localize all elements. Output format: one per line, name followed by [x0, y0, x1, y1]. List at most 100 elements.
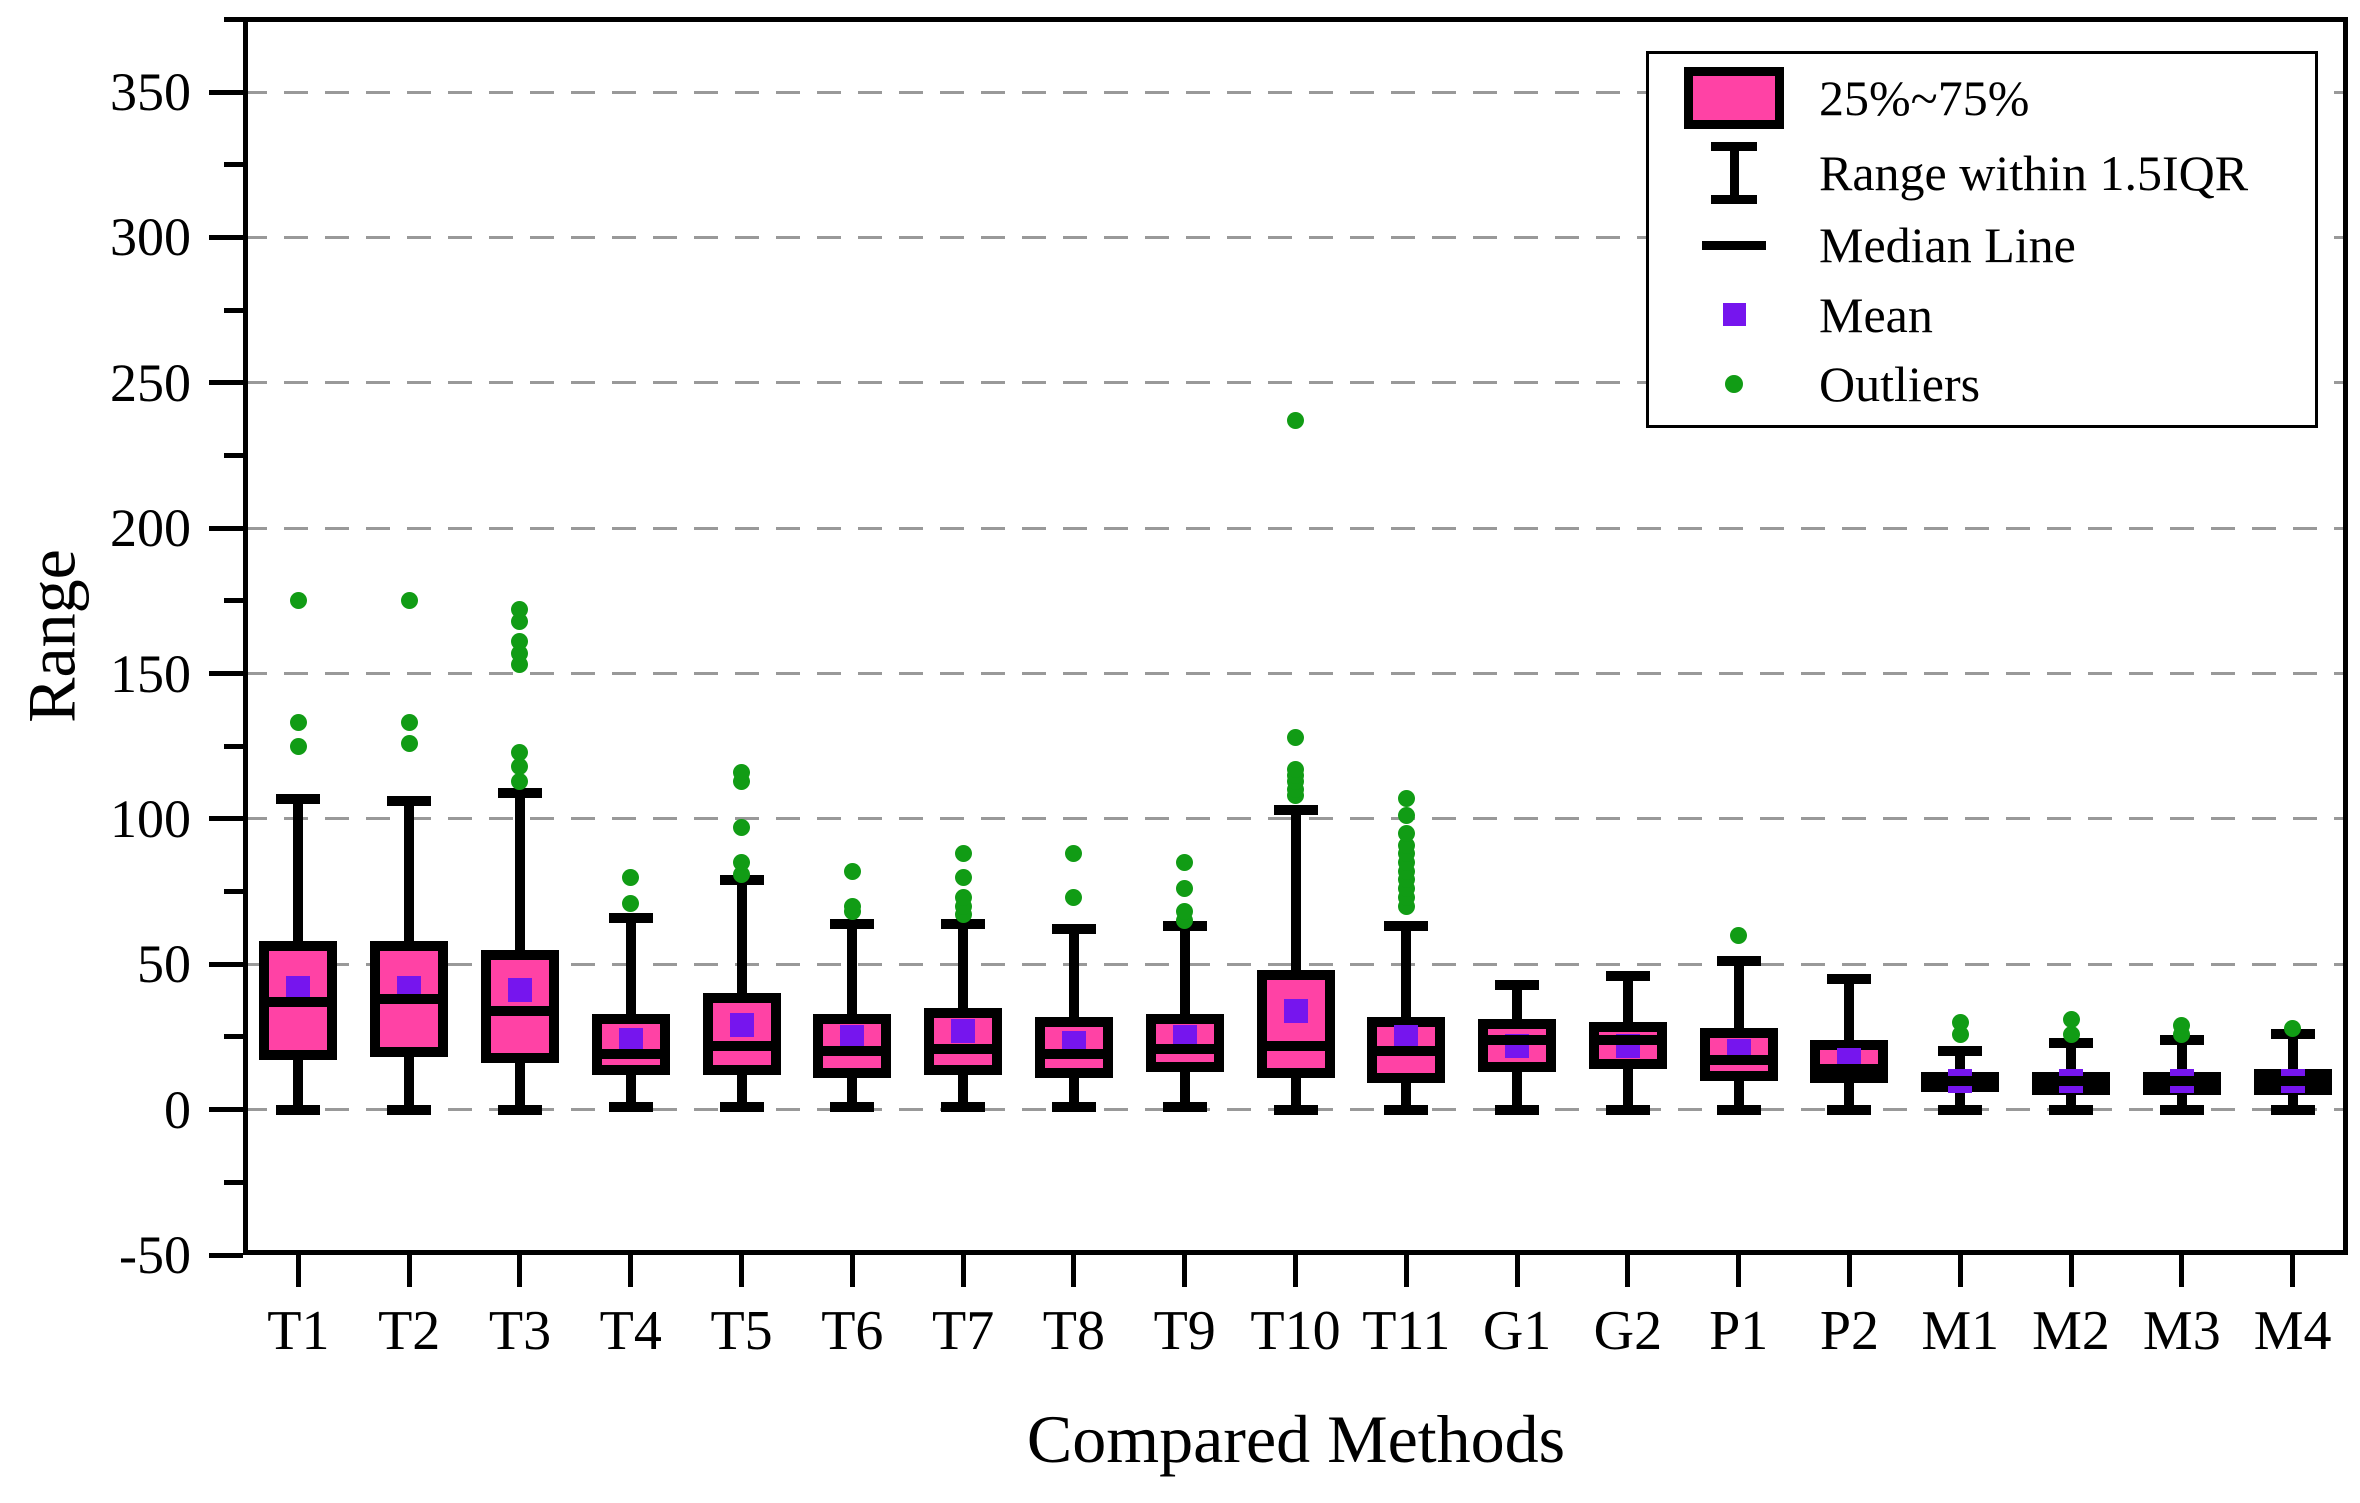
box-whisker-cap-top	[387, 796, 432, 807]
x-tick-label: T9	[1153, 1300, 1216, 1362]
mean-marker	[729, 1013, 754, 1038]
x-axis-title: Compared Methods	[1026, 1401, 1566, 1477]
outlier-point	[1397, 824, 1415, 842]
box-iqr	[1810, 1039, 1889, 1084]
y-minor-tick	[224, 452, 243, 458]
y-tick	[209, 89, 243, 95]
box-whisker-cap-bottom	[1162, 1101, 1207, 1112]
x-tick	[849, 1255, 855, 1287]
y-minor-tick	[224, 1034, 243, 1040]
x-tick-label: T10	[1250, 1300, 1341, 1362]
x-tick-label: M3	[2142, 1300, 2221, 1362]
legend: 25%~75% Range within 1.5IQR Median Line …	[1646, 51, 2318, 428]
box-whisker-cap-bottom	[1495, 1104, 1540, 1115]
y-tick-label: 300	[110, 207, 191, 268]
outlier-point	[1287, 728, 1304, 746]
y-tick-label: 150	[110, 643, 191, 704]
x-tick	[1957, 1255, 1963, 1287]
x-tick	[628, 1255, 634, 1287]
median-line-icon	[1649, 240, 1819, 250]
outlier-point	[289, 714, 307, 732]
outlier-point	[622, 868, 640, 886]
y-tick	[209, 1252, 243, 1258]
x-tick	[2179, 1255, 2185, 1287]
x-tick-label: T2	[378, 1300, 441, 1362]
box-whisker-cap-top	[2049, 1037, 2094, 1048]
box-whisker-line	[625, 917, 636, 1107]
median-line	[702, 1040, 781, 1051]
outlier-point	[400, 734, 418, 752]
box-whisker-cap-top	[1938, 1046, 1983, 1057]
x-tick-label: T8	[1042, 1300, 1106, 1362]
outlier-point	[733, 853, 751, 871]
box-iqr	[1145, 1013, 1224, 1072]
x-tick	[1736, 1255, 1742, 1287]
box-whisker-cap-top	[1605, 970, 1650, 981]
legend-row-mean: Mean	[1649, 287, 2315, 343]
outlier-point	[511, 758, 529, 776]
x-tick	[960, 1255, 966, 1287]
median-line	[591, 1049, 670, 1060]
x-tick-label: P2	[1819, 1300, 1880, 1362]
outlier-point	[1287, 760, 1304, 778]
box-whisker-cap-bottom	[1051, 1101, 1096, 1112]
y-tick-label: 350	[110, 62, 191, 122]
outlier-point	[1287, 412, 1304, 430]
y-minor-tick	[224, 743, 243, 749]
x-tick	[1293, 1255, 1298, 1287]
y-tick	[209, 816, 243, 822]
y-grid-line	[243, 90, 2348, 94]
median-line	[924, 1043, 1003, 1054]
box-whisker-cap-bottom	[1273, 1104, 1318, 1115]
outlier-point	[1397, 807, 1415, 825]
outlier-point	[289, 592, 307, 610]
y-grid-line	[243, 235, 2348, 239]
median-line	[1588, 1034, 1667, 1045]
x-tick-label: G2	[1593, 1300, 1663, 1362]
median-line	[1810, 1063, 1889, 1074]
y-tick	[209, 671, 243, 676]
x-tick	[406, 1255, 412, 1287]
outlier-point	[511, 743, 529, 761]
box-iqr	[1034, 1016, 1113, 1078]
mean-marker	[951, 1019, 976, 1044]
box-whisker-cap-bottom	[2159, 1104, 2204, 1115]
outlier-point	[2173, 1016, 2191, 1034]
x-tick-label: M1	[1921, 1300, 2000, 1362]
outlier-point	[1065, 845, 1083, 863]
box-whisker-cap-bottom	[941, 1101, 986, 1112]
box-whisker-cap-top	[608, 912, 653, 923]
legend-label-outliers: Outliers	[1819, 355, 1981, 412]
box-whisker-cap-bottom	[1938, 1104, 1983, 1115]
x-tick-label: T5	[710, 1300, 773, 1362]
box-whisker-cap-bottom	[1827, 1104, 1872, 1115]
median-line	[2253, 1075, 2332, 1086]
box-whisker-cap-top	[1495, 979, 1540, 990]
outlier-point	[1730, 926, 1748, 944]
y-tick-label: 50	[137, 934, 191, 995]
outlier-point	[400, 714, 418, 732]
x-tick-label: T4	[599, 1300, 662, 1362]
box-whisker-cap-top	[830, 918, 875, 929]
box-whisker-cap-top	[941, 918, 986, 929]
outlier-point	[954, 845, 972, 863]
legend-row-iqr: 25%~75%	[1649, 67, 2315, 130]
box-whisker-cap-bottom	[1716, 1104, 1761, 1115]
median-line	[2032, 1075, 2111, 1086]
outlier-point	[954, 868, 972, 886]
whisker-icon	[1649, 142, 1819, 205]
mean-marker	[840, 1024, 865, 1049]
outlier-point	[400, 592, 418, 610]
x-tick	[739, 1255, 745, 1287]
x-tick	[295, 1255, 301, 1287]
box-iqr	[1478, 1019, 1557, 1072]
x-tick-label: T7	[932, 1300, 995, 1362]
outlier-point	[2062, 1010, 2080, 1028]
median-line	[480, 1005, 559, 1016]
box-whisker-cap-top	[1051, 924, 1096, 935]
outlier-marker-icon	[1649, 374, 1819, 393]
x-tick	[517, 1255, 523, 1287]
box-whisker-cap-top	[497, 787, 542, 798]
y-minor-tick	[224, 307, 243, 313]
